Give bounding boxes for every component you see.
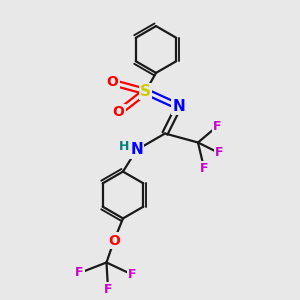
Text: F: F: [75, 266, 84, 280]
Text: F: F: [200, 161, 208, 175]
Text: O: O: [106, 76, 119, 89]
Text: N: N: [172, 99, 185, 114]
Text: F: F: [215, 146, 223, 160]
Text: F: F: [128, 268, 136, 281]
Text: N: N: [130, 142, 143, 158]
Text: H: H: [119, 140, 129, 154]
Text: F: F: [104, 283, 112, 296]
Text: S: S: [140, 84, 151, 99]
Text: F: F: [213, 119, 222, 133]
Text: O: O: [108, 234, 120, 248]
Text: O: O: [112, 106, 124, 119]
